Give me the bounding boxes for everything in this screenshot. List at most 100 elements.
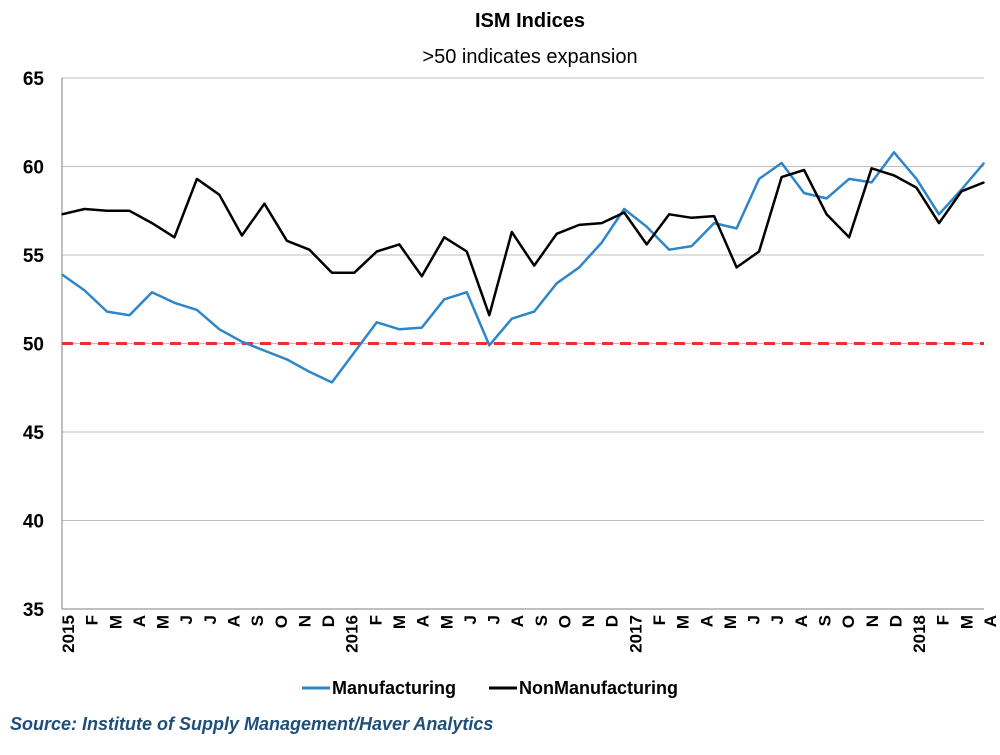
data-point bbox=[218, 328, 221, 331]
data-point bbox=[196, 178, 198, 180]
x-tick-label: J bbox=[485, 615, 504, 624]
data-point bbox=[218, 194, 221, 196]
data-point bbox=[466, 291, 468, 294]
x-tick-label: F bbox=[934, 615, 953, 625]
data-point bbox=[398, 328, 401, 331]
data-point bbox=[645, 225, 648, 228]
data-point bbox=[600, 241, 603, 244]
data-point bbox=[106, 210, 108, 212]
x-tick-label: A bbox=[130, 615, 149, 627]
data-point bbox=[128, 314, 131, 317]
data-point bbox=[443, 236, 446, 239]
y-tick-label: 40 bbox=[23, 512, 44, 533]
x-tick-label: S bbox=[248, 615, 267, 626]
data-point bbox=[758, 250, 760, 253]
x-tick-label: O bbox=[555, 615, 574, 628]
data-point bbox=[353, 351, 356, 354]
x-tick-label: F bbox=[650, 615, 669, 625]
data-point bbox=[61, 273, 63, 276]
data-point bbox=[848, 236, 850, 239]
data-point bbox=[623, 211, 625, 214]
data-point bbox=[263, 349, 266, 352]
data-point bbox=[488, 314, 491, 317]
x-tick-label: S bbox=[816, 615, 835, 626]
data-point bbox=[128, 210, 131, 212]
x-tick-label: 2018 bbox=[910, 615, 929, 653]
data-point bbox=[735, 227, 738, 230]
data-point bbox=[780, 176, 783, 178]
data-point bbox=[533, 310, 535, 313]
x-tick-label: M bbox=[437, 615, 456, 629]
data-point bbox=[263, 202, 266, 205]
data-point bbox=[713, 222, 715, 224]
y-tick-label: 35 bbox=[23, 600, 45, 621]
series-group bbox=[61, 151, 985, 384]
x-tick-label: 2017 bbox=[626, 615, 645, 653]
data-point bbox=[61, 213, 63, 216]
data-point bbox=[758, 178, 760, 180]
data-point bbox=[443, 298, 446, 301]
data-point bbox=[106, 310, 108, 313]
data-point bbox=[825, 197, 828, 200]
x-tick-label: D bbox=[603, 615, 622, 627]
x-tick-label: D bbox=[319, 615, 338, 627]
y-tick-label: 50 bbox=[23, 335, 44, 356]
x-tick-label: D bbox=[886, 615, 905, 627]
x-tick-label: A bbox=[224, 615, 243, 627]
data-point bbox=[398, 243, 401, 246]
x-tick-label: S bbox=[532, 615, 551, 626]
data-point bbox=[331, 381, 333, 384]
x-tick-label: M bbox=[154, 615, 173, 629]
x-tick-label: J bbox=[201, 615, 220, 624]
y-tick-label: 65 bbox=[23, 69, 45, 90]
data-point bbox=[983, 181, 985, 184]
data-point bbox=[780, 162, 783, 164]
x-tick-label: F bbox=[83, 615, 102, 625]
data-point bbox=[421, 275, 423, 278]
data-point bbox=[690, 245, 693, 247]
data-point bbox=[173, 302, 176, 304]
data-point bbox=[713, 215, 715, 217]
data-point bbox=[511, 317, 513, 320]
data-point bbox=[286, 240, 288, 242]
data-point bbox=[983, 162, 985, 164]
data-point bbox=[668, 213, 670, 216]
x-tick-label: O bbox=[272, 615, 291, 628]
gridlines bbox=[62, 77, 984, 521]
data-point bbox=[555, 282, 558, 285]
data-point bbox=[915, 186, 918, 189]
legend-label: Manufacturing bbox=[332, 678, 456, 698]
data-point bbox=[308, 371, 311, 373]
data-point bbox=[308, 248, 311, 251]
data-point bbox=[600, 222, 603, 224]
data-point bbox=[848, 178, 850, 180]
series-line-manufacturing bbox=[61, 151, 985, 384]
data-point bbox=[196, 309, 198, 311]
x-tick-label: N bbox=[579, 615, 598, 627]
data-point bbox=[870, 167, 873, 170]
data-point bbox=[825, 213, 828, 216]
x-tick-label: A bbox=[414, 615, 433, 627]
data-point bbox=[690, 217, 693, 219]
x-tick-label: 2016 bbox=[343, 615, 362, 653]
x-tick-label: M bbox=[106, 615, 125, 629]
x-tick-label: A bbox=[697, 615, 716, 627]
x-tick-label: N bbox=[863, 615, 882, 627]
legend: Manufacturing NonManufacturing bbox=[302, 678, 678, 698]
x-tick-label: N bbox=[295, 615, 314, 627]
data-point bbox=[151, 291, 153, 294]
chart-subtitle: >50 indicates expansion bbox=[422, 46, 637, 68]
data-point bbox=[511, 231, 513, 233]
data-point bbox=[578, 266, 580, 269]
data-point bbox=[803, 192, 805, 194]
data-point bbox=[623, 208, 625, 210]
data-point bbox=[533, 264, 535, 267]
data-point bbox=[241, 234, 243, 237]
x-tick-label: M bbox=[674, 615, 693, 629]
data-point bbox=[893, 151, 895, 154]
data-point bbox=[466, 250, 468, 253]
data-point bbox=[803, 169, 805, 171]
y-axis-ticks: 35 40 45 50 55 60 65 bbox=[23, 69, 45, 621]
data-point bbox=[960, 190, 963, 193]
data-point bbox=[488, 344, 491, 347]
